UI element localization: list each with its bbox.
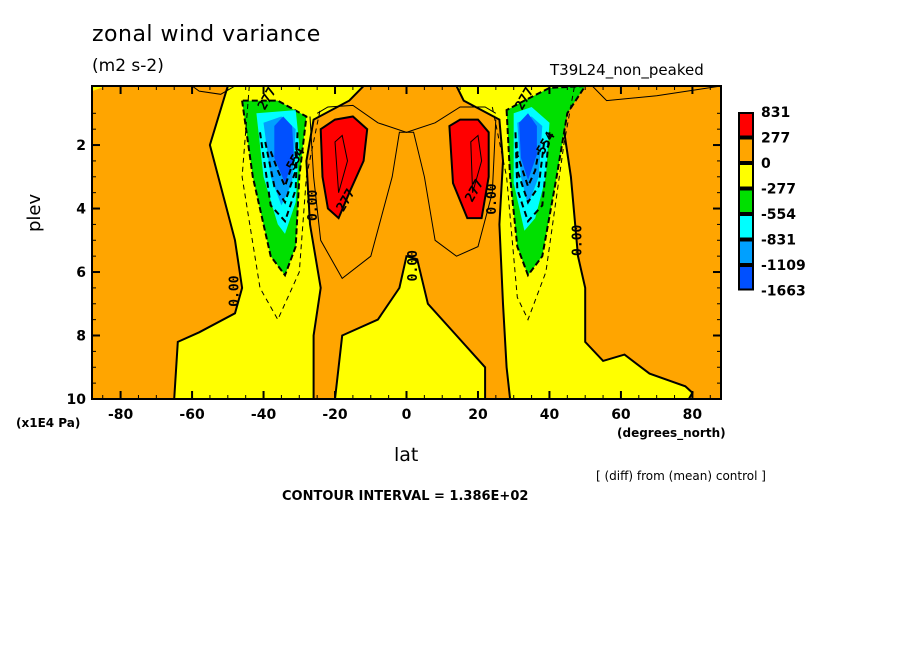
legend-label-4: -554 [761,207,796,223]
legend-label-2: 0 [761,156,771,172]
x-tick-label: 40 [540,407,560,423]
contour-line-dashed-north-outer [491,86,575,321]
contour-line-dashed-north-inner [516,151,540,190]
x-axis-units: (degrees_north) [617,426,726,440]
contour-label-7: 0.00 [485,183,500,214]
y-tick-label: 8 [76,329,86,345]
contour-line-dashed-south-inner [269,151,297,190]
legend-label-6: -1109 [761,258,806,274]
contour-line-dashed-south-outer [241,86,322,321]
diff-note: [ (diff) from (mean) control ] [596,469,766,483]
field-yellow-center [333,254,487,399]
y-tick-label: 10 [67,392,87,408]
run-label: T39L24_non_peaked [550,61,704,79]
legend-swatch-6 [738,265,754,291]
contour-line-dashed-north-inner [515,141,546,205]
y-tick-label: 6 [76,265,86,281]
x-tick-label: 80 [683,407,703,423]
chart-title: zonal wind variance [92,22,321,47]
legend-swatch-0 [738,112,754,138]
chart-units: (m2 s-2) [92,56,164,76]
y-axis-units: (x1E4 Pa) [16,416,81,430]
contour-label-2: 0.00 [306,190,321,221]
x-tick-label: 20 [468,407,488,423]
field-yellow-corner [92,86,107,92]
contour-line-top-right [591,86,721,102]
legend-swatch-5 [738,239,754,265]
x-tick-label: -40 [251,407,277,423]
legend-swatch-4 [738,214,754,240]
contour-line-dashed-north-inner [514,132,551,224]
contour-line-top-left [191,86,236,95]
contour-label-10: 0.00 [571,224,586,255]
field-blue-south [274,116,294,184]
contour-interval: CONTOUR INTERVAL = 1.386E+02 [282,489,529,504]
color-legend: 831 277 0 -277 -554 -831 -1109 -1663 [738,105,806,300]
field-red-south [319,115,369,220]
x-axis-label: lat [394,444,419,466]
legend-label-1: 277 [761,131,790,147]
y-tick-label: 2 [76,138,86,154]
x-tick-label: -60 [179,407,205,423]
contour-line-red-inner-south [334,134,349,193]
contour-line-dashed-south-inner [264,141,298,205]
x-axis-ticks: -80 -60 -40 -20 0 20 40 60 80 [102,86,711,423]
contour-fields [92,86,721,399]
legend-label-5: -831 [761,233,796,249]
x-tick-label: 60 [611,407,631,423]
legend-label-3: -277 [761,182,796,198]
legend-swatch-1 [738,137,754,163]
legend-label-7: -1663 [761,284,806,300]
x-tick-label: -20 [322,407,348,423]
contour-lines [191,86,721,321]
contour-line-dashed-south-inner [259,132,299,224]
x-tick-label: 0 [402,407,412,423]
legend-swatch-3 [738,188,754,214]
contour-label-4: 0.00 [228,275,243,306]
legend-label-0: 831 [761,105,790,121]
x-tick-label: -80 [108,407,134,423]
legend-swatch-2 [738,163,754,189]
contour-line-red-inner-north [470,134,483,193]
y-tick-label: 4 [76,202,86,218]
contour-label-5: 0.00 [406,250,421,281]
field-blue-north [519,113,537,180]
contour-line-central [309,116,497,280]
y-axis-ticks: 2 4 6 8 10 [67,112,721,408]
